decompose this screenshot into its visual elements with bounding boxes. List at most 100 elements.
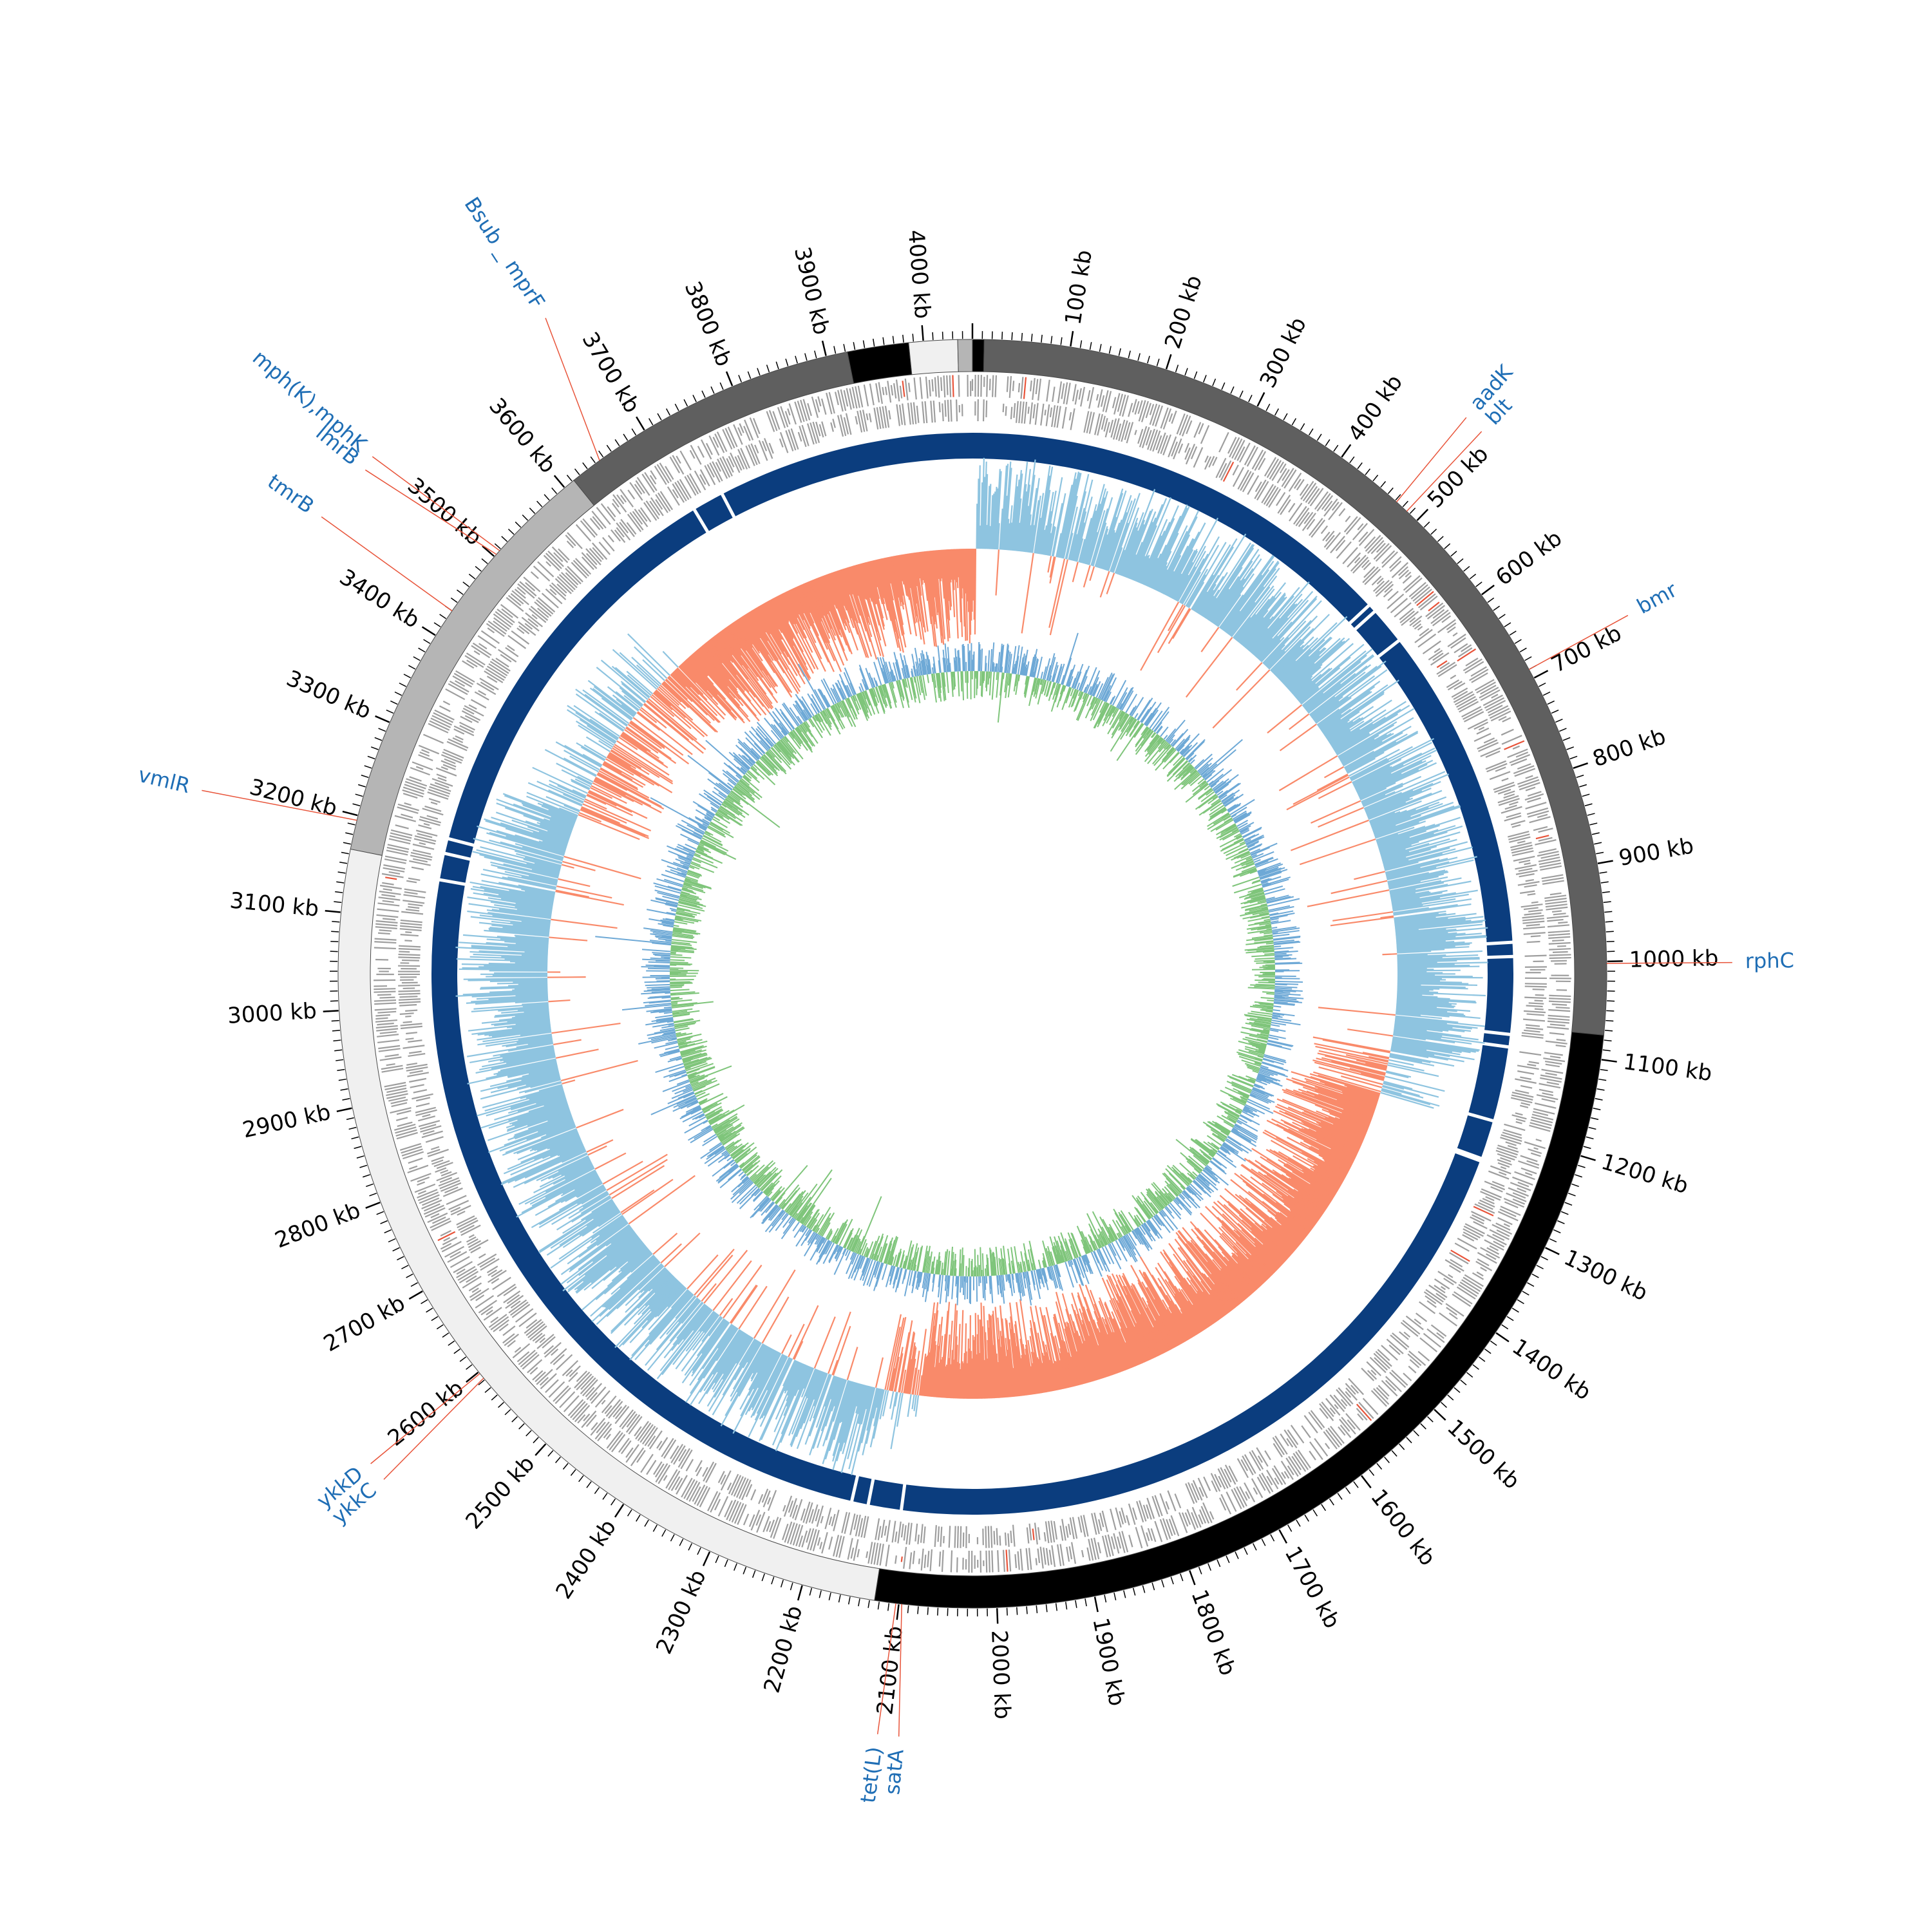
gc-content-bar [643,703,704,754]
gc-content-bar [889,556,900,598]
cds-feature [784,1521,793,1543]
cds-feature [430,717,451,728]
cds-feature [431,778,453,787]
gc-content-bar [1121,489,1156,576]
gc-content-bar [575,720,614,746]
gc-content-bar [504,941,549,945]
gc-content-bar [580,746,605,762]
gc-content-bar [1318,690,1371,728]
gc-content-bar [799,585,826,643]
cds-feature [450,1251,461,1258]
cds-feature [1104,1535,1112,1557]
cds-feature [430,1217,451,1229]
gc-content-bar [601,1257,658,1308]
cds-feature [1283,1429,1298,1448]
gc-content-bar [736,619,761,654]
cds-feature [808,1509,814,1523]
cds-feature [1474,1203,1495,1214]
gc-content-bar [1396,941,1455,947]
cds-feature [1091,1513,1097,1535]
gc-content-bar [947,1320,953,1398]
gc-skew-bar [1004,672,1008,693]
gc-content-bar [1220,1226,1272,1277]
cds-feature [567,565,583,583]
minor-tick [354,1146,362,1150]
cds-feature [921,401,925,424]
cds-feature [531,614,538,620]
gc-content-bar [1051,503,1063,556]
cds-feature [1204,456,1212,470]
gc-content-bar [1005,1356,1011,1397]
cds-feature [1301,1425,1311,1439]
gc-content-bar [955,549,959,589]
gc-content-bar [576,742,606,761]
gc-content-bar [914,1395,920,1417]
gc-content-bar [1116,1293,1148,1362]
cds-feature [614,529,626,544]
gc-content-bar [806,1369,819,1399]
gc-content-bar [1386,856,1477,878]
major-tick [921,325,924,341]
cds-feature [460,1224,481,1236]
cds-feature [715,462,721,472]
gc-content-bar [1088,1321,1109,1377]
cds-feature [728,455,735,468]
gc-content-bar [790,589,811,629]
gc-content-bar [1392,1034,1426,1041]
gc-content-bar [1104,1318,1126,1371]
gc-skew-bar [1046,665,1052,681]
gc-content-bar [1217,594,1242,627]
gc-content-bar [1016,1302,1030,1396]
minor-tick [710,386,715,394]
cds-feature [898,404,904,425]
gc-content-bar [920,1353,927,1396]
cds-feature [1458,647,1473,658]
cds-feature [1519,1051,1542,1056]
cds-feature [1310,1410,1325,1428]
gc-content-bar [1397,978,1446,981]
gc-skew-bar [1001,667,1003,673]
cds-feature [625,1414,641,1433]
cds-feature [479,1257,496,1268]
cds-feature [954,1526,956,1548]
gc-content-bar [1123,1276,1163,1354]
gc-content-bar [1314,1095,1373,1118]
cds-feature [1319,1403,1334,1421]
cds-feature [581,1410,597,1428]
cds-feature [429,786,451,795]
gc-content-bar [524,890,555,898]
cds-feature [1057,381,1063,404]
cds-feature [1548,942,1571,945]
gc-content-bar [1392,893,1469,907]
cds-feature [444,1245,465,1258]
minor-tick [907,1605,909,1614]
cds-feature [902,403,906,426]
gc-content-bar [564,804,580,813]
gc-content-bar [1108,1316,1131,1369]
gc-content-bar [562,860,596,871]
cds-feature [927,1551,930,1567]
gc-content-bar [1267,1209,1305,1240]
cds-feature [384,855,407,862]
minor-tick [1193,371,1198,379]
cds-feature [574,558,592,575]
gc-content-bar [820,576,848,646]
gc-content-bar [923,551,936,647]
gc-content-bar [622,731,651,752]
cds-feature [1097,1542,1101,1554]
cds-feature [908,1522,913,1545]
gc-content-bar [1287,1128,1354,1162]
gc-content-bar [1371,801,1440,828]
cds-feature [414,1183,436,1193]
gc-content-bar [1276,1219,1303,1242]
cds-feature [474,691,489,701]
gc-content-bar [556,886,612,899]
gc-content-bar [1354,747,1435,788]
gc-content-bar [1084,1284,1119,1374]
minor-tick [1469,573,1477,580]
gc-content-bar [773,597,804,653]
gc-content-bar [1287,1195,1321,1219]
gc-content-bar [1342,1093,1378,1106]
gc-content-bar [1264,1130,1348,1175]
cds-feature [592,516,604,530]
